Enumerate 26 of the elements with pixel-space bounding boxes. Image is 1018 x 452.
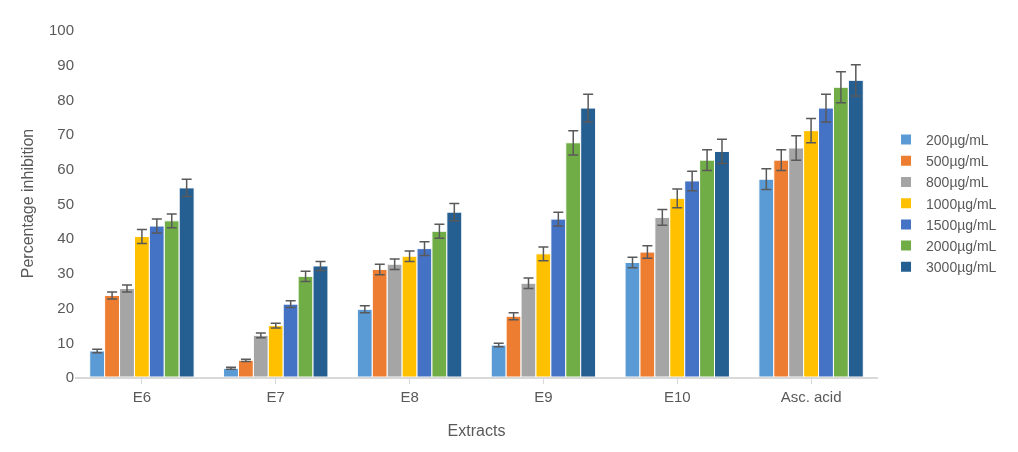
y-tick-label: 30 — [57, 264, 74, 282]
x-tick-label: E8 — [400, 388, 419, 405]
y-tick-label: 40 — [57, 229, 74, 247]
x-tick-label: Asc. acid — [780, 388, 842, 405]
legend-label: 1500µg/mL — [926, 216, 997, 233]
x-tick-label: E9 — [534, 388, 553, 405]
y-tick-label: 0 — [65, 368, 74, 386]
y-axis-title: Percentage inhibition — [19, 128, 36, 279]
y-tick-label: 20 — [57, 298, 74, 316]
y-tick-label: 10 — [57, 333, 74, 351]
x-tick-label: E10 — [663, 388, 691, 405]
y-tick-label: 100 — [48, 21, 74, 39]
y-tick-label: 70 — [57, 125, 74, 143]
x-tick-label: E7 — [266, 388, 285, 405]
legend-label: 2000µg/mL — [926, 238, 997, 255]
legend-label: 200µg/mL — [926, 132, 989, 149]
x-tick-label: E6 — [132, 388, 152, 405]
y-tick-label: 90 — [57, 55, 74, 73]
legend-label: 3000µg/mL — [926, 259, 997, 276]
y-tick-label: 50 — [57, 194, 74, 212]
legend-label: 800µg/mL — [926, 174, 989, 191]
legend-label: 1000µg/mL — [926, 195, 997, 212]
legend-label: 500µg/mL — [926, 153, 989, 170]
y-tick-label: 60 — [57, 160, 74, 178]
x-axis-title: Extracts — [447, 422, 506, 439]
y-tick-label: 80 — [57, 90, 74, 108]
